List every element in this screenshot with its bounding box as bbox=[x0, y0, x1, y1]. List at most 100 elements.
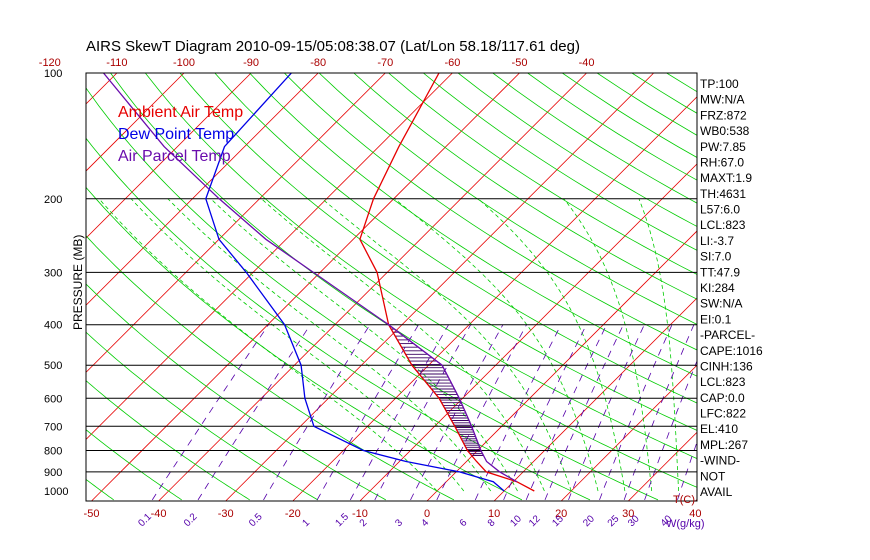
mixing-ratio-line bbox=[544, 324, 624, 501]
side-index-label: WB0:538 bbox=[700, 124, 750, 138]
mixing-ratio-line bbox=[436, 324, 527, 501]
dry-adiabat-line bbox=[86, 380, 250, 501]
temp-tick-label: 0 bbox=[424, 508, 430, 520]
pressure-tick-label: 1000 bbox=[44, 486, 68, 498]
isotherm-line bbox=[168, 73, 587, 492]
side-index-label: LCL:823 bbox=[700, 375, 746, 389]
chart-title: AIRS SkewT Diagram 2010-09-15/05:08:38.0… bbox=[86, 38, 580, 55]
isotherm-line bbox=[0, 73, 50, 491]
isotherm-line bbox=[86, 73, 319, 306]
mixing-ratio-line bbox=[197, 324, 311, 501]
temp-tick-label: -30 bbox=[218, 508, 234, 520]
dry-adiabat-line bbox=[318, 73, 697, 325]
mixing-ratio-tick-label: 1 bbox=[300, 517, 312, 529]
side-index-label: -WIND- bbox=[700, 454, 740, 468]
side-index-label: TH:4631 bbox=[700, 187, 746, 201]
dry-adiabat-line bbox=[284, 73, 697, 351]
mixing-ratio-tick-label: 0.5 bbox=[247, 511, 265, 529]
isotherm-line bbox=[302, 96, 697, 492]
temp-tick-label: 20 bbox=[555, 508, 567, 520]
dry-adiabat-line bbox=[423, 73, 697, 251]
moist-adiabat-line bbox=[563, 198, 653, 492]
dry-adiabat-line bbox=[527, 73, 697, 181]
dry-adiabat-line bbox=[86, 331, 319, 501]
isotherm-line bbox=[503, 297, 697, 492]
isotherm-line bbox=[86, 73, 185, 172]
temp-tick-label: 40 bbox=[689, 508, 701, 520]
moist-adiabat-line bbox=[394, 198, 599, 492]
top-temp-tick-label: -100 bbox=[173, 57, 195, 69]
isotherm-line bbox=[560, 490, 572, 501]
pressure-tick-label: 400 bbox=[44, 320, 62, 332]
temp-tick-label: -40 bbox=[151, 508, 167, 520]
isotherm-line bbox=[359, 490, 371, 501]
pressure-tick-label: 700 bbox=[44, 421, 62, 433]
side-index-label: EI:0.1 bbox=[700, 312, 732, 326]
side-index-label: L57:6.0 bbox=[700, 203, 740, 217]
moist-adiabat-line bbox=[261, 198, 545, 492]
mixing-ratio-tick-label: 6 bbox=[458, 517, 470, 529]
legend-entry: Dew Point Temp bbox=[118, 126, 234, 143]
pressure-tick-label: 600 bbox=[44, 393, 62, 405]
dry-adiabat-line bbox=[86, 283, 387, 501]
side-index-label: SW:N/A bbox=[700, 297, 742, 311]
isotherm-line bbox=[830, 491, 840, 501]
series-line-dew-point-temp bbox=[205, 73, 505, 492]
side-index-label: CAPE:1016 bbox=[700, 344, 763, 358]
side-index-label: LI:-3.7 bbox=[700, 234, 734, 248]
side-index-label: KI:284 bbox=[700, 281, 735, 295]
temp-tick-label: -50 bbox=[84, 508, 100, 520]
side-index-label: -PARCEL- bbox=[700, 328, 755, 342]
top-temp-tick-label: -40 bbox=[579, 57, 595, 69]
pressure-tick-label: 200 bbox=[44, 194, 62, 206]
isotherm-line bbox=[436, 230, 697, 492]
side-index-label: FRZ:872 bbox=[700, 108, 747, 122]
dry-adiabat-line bbox=[86, 235, 455, 501]
isotherm-line bbox=[101, 73, 520, 492]
side-index-label: MPL:267 bbox=[700, 438, 748, 452]
mixing-ratio-tick-label: 3 bbox=[393, 517, 405, 529]
isotherm-line bbox=[86, 73, 252, 239]
dry-adiabat-line bbox=[86, 186, 523, 501]
mixing-ratio-line bbox=[151, 324, 269, 501]
isotherm-line bbox=[773, 73, 870, 491]
side-index-label: SI:7.0 bbox=[700, 250, 732, 264]
temp-tick-label: 10 bbox=[488, 508, 500, 520]
isotherm-line bbox=[426, 490, 438, 501]
dry-adiabat-line bbox=[179, 73, 697, 431]
mixing-ratio-line bbox=[568, 324, 645, 501]
side-index-label: EL:410 bbox=[700, 422, 738, 436]
isotherm-line bbox=[292, 490, 304, 501]
mixing-ratio-tick-label: 20 bbox=[581, 513, 597, 529]
y-axis-label: PRESSURE (MB) bbox=[71, 235, 85, 330]
mixing-ratio-line bbox=[410, 324, 504, 501]
top-temp-tick-label: -110 bbox=[106, 57, 127, 69]
moist-adiabat-line bbox=[321, 198, 572, 492]
side-index-label: TP:100 bbox=[700, 77, 739, 91]
dry-adiabat-line bbox=[388, 73, 697, 275]
side-index-label: RH:67.0 bbox=[700, 156, 744, 170]
moist-adiabat-line bbox=[98, 198, 438, 492]
moist-adiabat-line bbox=[167, 198, 492, 492]
mixing-ratio-line bbox=[525, 324, 607, 501]
top-temp-tick-label: -60 bbox=[444, 57, 460, 69]
series-line-air-parcel-temp bbox=[102, 73, 518, 483]
mixing-ratio-line bbox=[644, 359, 697, 501]
pressure-tick-label: 500 bbox=[44, 360, 62, 372]
side-index-label: NOT bbox=[700, 469, 726, 483]
mixing-ratio-unit-label: W(g/kg) bbox=[666, 518, 705, 530]
isotherm-line bbox=[638, 431, 697, 492]
side-index-label: CAP:0.0 bbox=[700, 391, 745, 405]
side-index-label: CINH:136 bbox=[700, 360, 753, 374]
dry-adiabat-line bbox=[214, 73, 697, 404]
isotherm-line bbox=[628, 490, 639, 501]
mixing-ratio-line bbox=[474, 324, 562, 501]
top-temp-tick-label: -90 bbox=[243, 57, 259, 69]
side-index-label: LFC:822 bbox=[700, 407, 746, 421]
pressure-tick-label: 800 bbox=[44, 446, 62, 458]
mixing-ratio-line bbox=[599, 324, 673, 501]
pressure-tick-label: 900 bbox=[44, 467, 62, 479]
isotherm-line bbox=[570, 364, 697, 492]
legend-entry: Ambient Air Temp bbox=[118, 104, 243, 121]
side-index-label: LCL:823 bbox=[700, 218, 746, 232]
